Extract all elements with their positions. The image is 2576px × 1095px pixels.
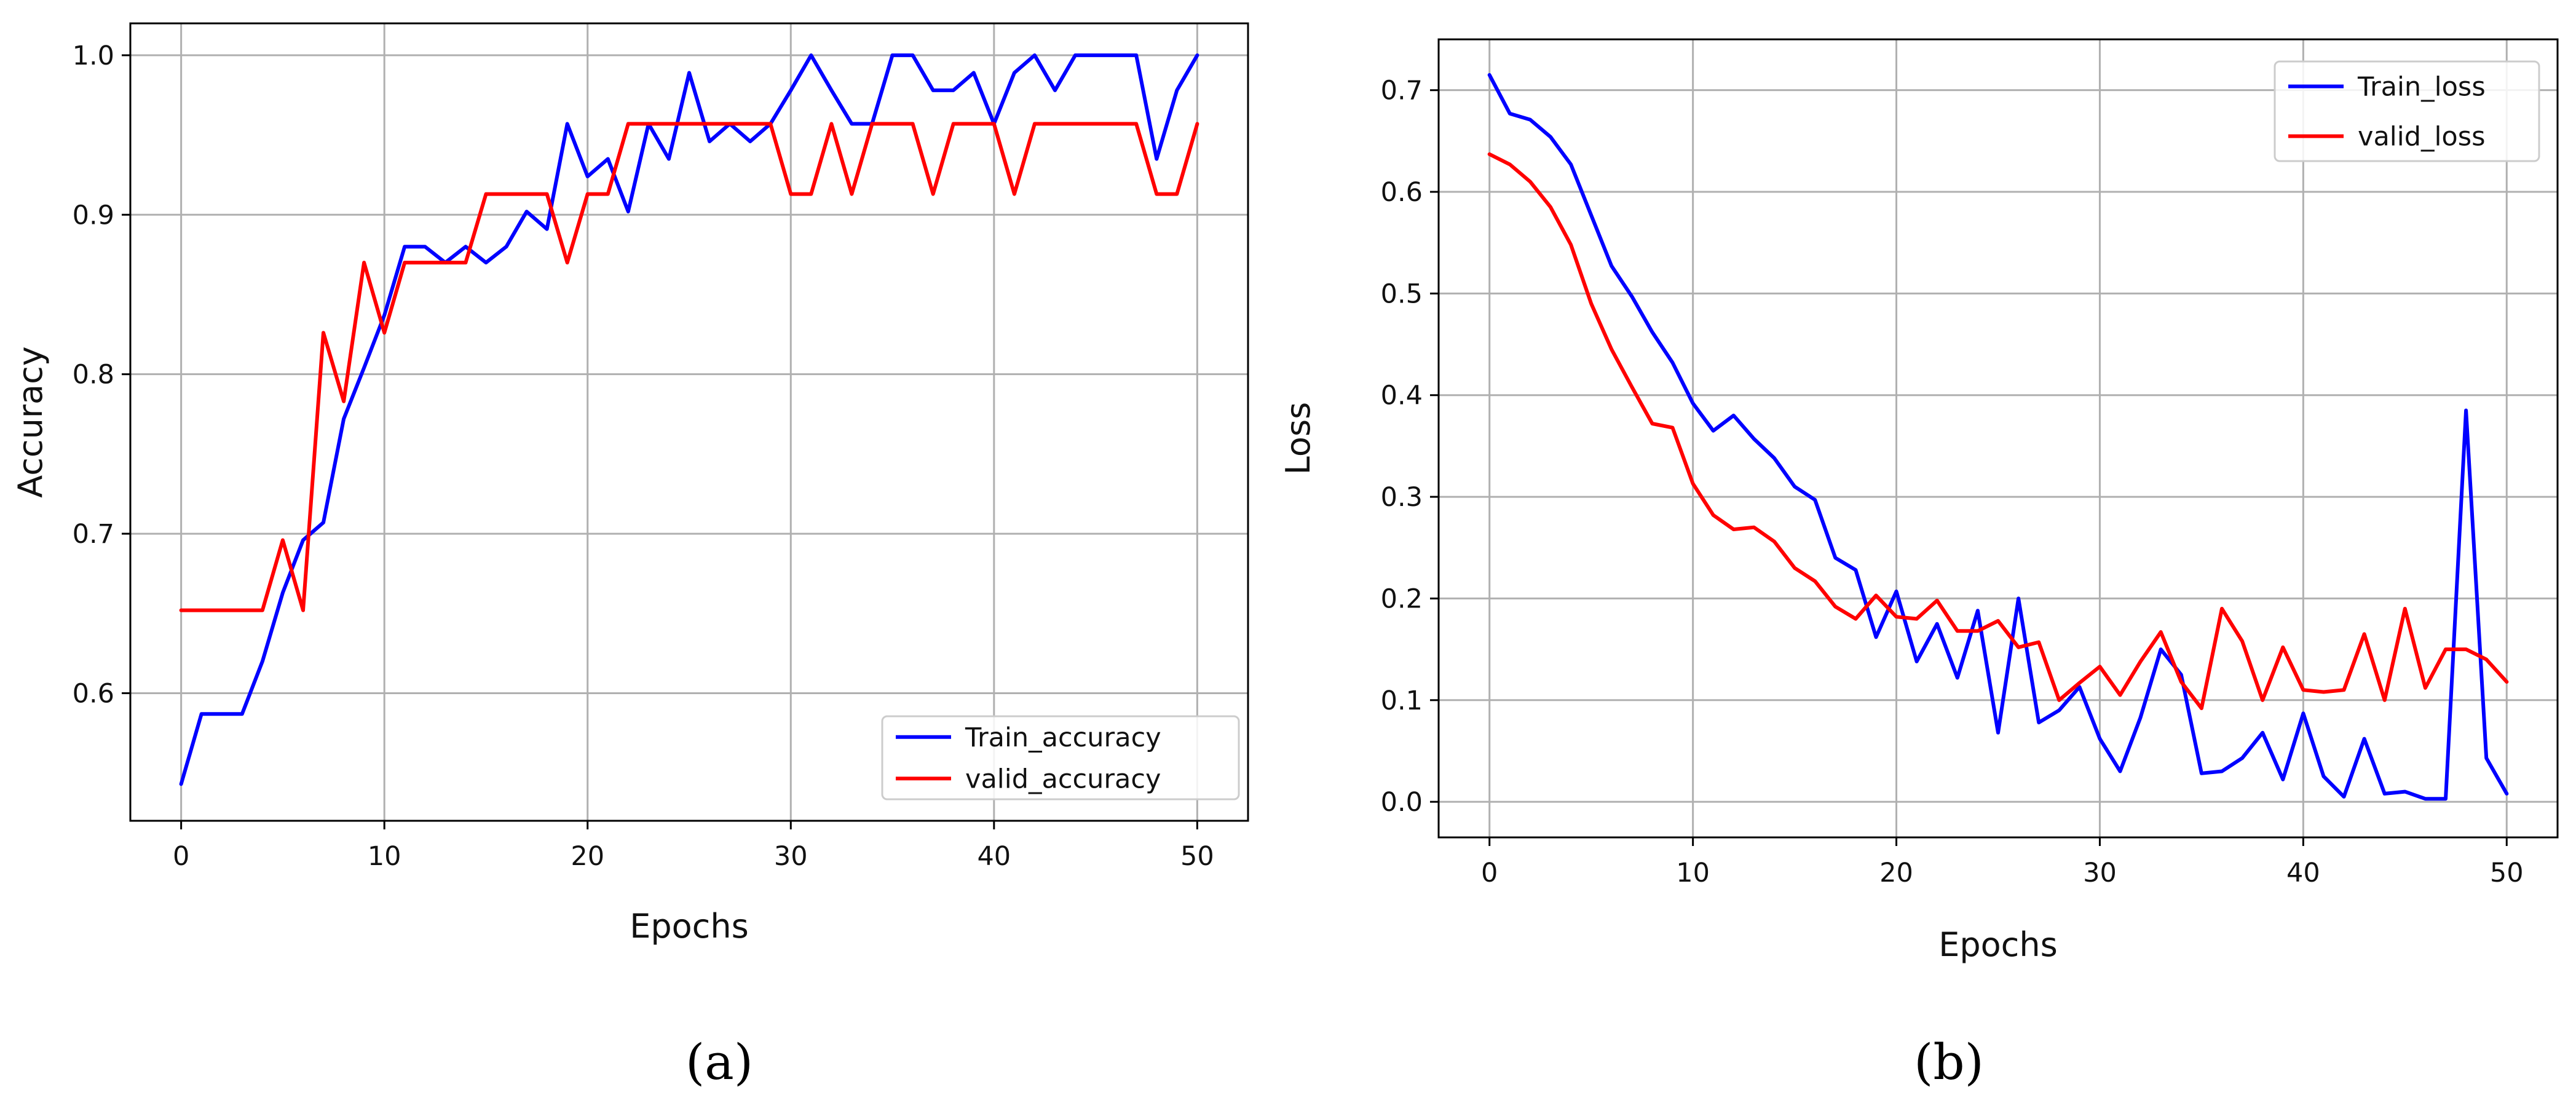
accuracy-series <box>179 53 1199 786</box>
x-tick-label: 30 <box>2083 858 2117 888</box>
x-tick-label: 0 <box>1481 858 1498 888</box>
y-tick-label: 0.7 <box>73 519 114 550</box>
accuracy-y-axis-label: Accuracy <box>11 346 50 498</box>
x-tick-label: 50 <box>2490 858 2524 888</box>
loss-series <box>1487 73 2509 801</box>
y-tick-label: 0.6 <box>73 678 114 709</box>
accuracy-panel-caption: (a) <box>685 1034 753 1091</box>
legend-box <box>881 715 1240 800</box>
y-tick-label: 0.6 <box>1381 177 1423 208</box>
y-tick-label: 0.3 <box>1381 482 1423 513</box>
loss-legend: Train_loss valid_loss <box>2274 60 2540 162</box>
y-tick-label: 0.5 <box>1381 279 1423 309</box>
y-tick-label: 0.9 <box>73 200 114 231</box>
x-tick-label: 40 <box>977 841 1011 872</box>
series-line-train-accuracy <box>179 53 1199 786</box>
legend-label: Train_loss <box>2357 72 2486 103</box>
x-tick-label: 10 <box>368 841 401 872</box>
x-tick-label: 10 <box>1676 858 1710 888</box>
x-tick-label: 20 <box>1879 858 1913 888</box>
loss-x-axis-label: Epochs <box>1938 925 2057 964</box>
series-line-valid-accuracy <box>179 122 1199 612</box>
series-line-valid-loss <box>1487 152 2509 710</box>
x-tick-label: 0 <box>173 841 189 872</box>
y-tick-label: 1.0 <box>73 41 114 71</box>
accuracy-x-axis-label: Epochs <box>630 907 748 946</box>
x-tick-label: 40 <box>2286 858 2320 888</box>
series-line-train-loss <box>1487 73 2509 801</box>
loss-y-axis-label: Loss <box>1279 402 1318 475</box>
legend-label: valid_loss <box>2358 122 2486 152</box>
y-tick-label: 0.7 <box>1381 76 1423 106</box>
x-tick-label: 30 <box>774 841 808 872</box>
y-tick-label: 0.1 <box>1381 686 1423 716</box>
y-tick-label: 0.0 <box>1381 787 1423 818</box>
x-tick-label: 50 <box>1180 841 1214 872</box>
y-tick-label: 0.2 <box>1381 583 1423 614</box>
accuracy-x-ticks: 0 10 20 30 40 50 <box>173 821 1214 872</box>
legend-label: valid_accuracy <box>965 764 1161 794</box>
accuracy-legend: Train_accuracy valid_accuracy <box>881 715 1240 800</box>
loss-x-ticks: 0 10 20 30 40 50 <box>1481 837 2524 888</box>
loss-panel-caption: (b) <box>1914 1034 1984 1091</box>
legend-label: Train_accuracy <box>965 722 1161 753</box>
loss-chart: 0 10 20 30 40 50 0.0 0.1 0.2 0.3 0.4 0.5 0.6 0.7 Epo… <box>1279 38 2559 1091</box>
y-tick-label: 0.8 <box>73 360 114 390</box>
accuracy-y-ticks: 0.6 0.7 0.8 0.9 1.0 <box>73 41 130 709</box>
loss-y-ticks: 0.0 0.1 0.2 0.3 0.4 0.5 0.6 0.7 <box>1381 76 1439 818</box>
loss-plot-frame <box>1437 38 2559 839</box>
y-tick-label: 0.4 <box>1381 381 1423 411</box>
accuracy-gridlines <box>130 23 1248 821</box>
accuracy-plot-frame <box>129 22 1249 822</box>
x-tick-label: 20 <box>571 841 604 872</box>
accuracy-chart: 0 10 20 30 40 50 0.6 0.7 0.8 0.9 1.0 Epochs Accur… <box>11 22 1249 1091</box>
